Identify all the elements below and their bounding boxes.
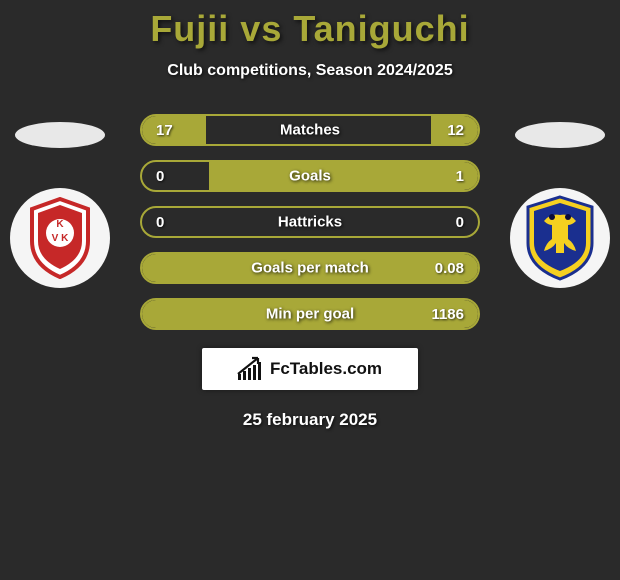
stat-label: Matches [280, 122, 340, 139]
right-club-badge: STV [510, 188, 610, 288]
left-player-cell: K V K [0, 114, 120, 288]
stat-value-right: 0 [424, 214, 464, 231]
date-text: 25 february 2025 [0, 410, 620, 430]
stat-value-right: 1 [424, 168, 464, 185]
subtitle: Club competitions, Season 2024/2025 [0, 62, 620, 80]
stats-column: 17 Matches 12 0 Goals 1 0 Hattricks 0 [140, 114, 480, 330]
stat-row-hattricks: 0 Hattricks 0 [140, 206, 480, 238]
left-country-ellipse [15, 122, 105, 148]
right-club-crest-icon: STV [522, 195, 598, 281]
page-title: Fujii vs Taniguchi [0, 8, 620, 50]
stat-value-right: 1186 [424, 306, 464, 323]
brand-badge: FcTables.com [202, 348, 418, 390]
svg-text:V K: V K [52, 233, 69, 244]
stat-label: Goals [289, 168, 331, 185]
right-player-cell: STV [500, 114, 620, 288]
stat-label: Goals per match [251, 260, 369, 277]
stat-row-matches: 17 Matches 12 [140, 114, 480, 146]
stat-value-left: 17 [156, 122, 196, 139]
left-club-crest-icon: K V K [26, 197, 94, 279]
stat-label: Min per goal [266, 306, 354, 323]
stat-row-goals-per-match: Goals per match 0.08 [140, 252, 480, 284]
stat-label: Hattricks [278, 214, 342, 231]
brand-chart-icon [238, 358, 264, 380]
stat-value-left: 0 [156, 168, 196, 185]
stat-row-goals: 0 Goals 1 [140, 160, 480, 192]
stat-value-right: 12 [424, 122, 464, 139]
infographic-container: Fujii vs Taniguchi Club competitions, Se… [0, 0, 620, 430]
svg-text:STV: STV [554, 206, 566, 212]
content-row: K V K 17 Matches 12 0 Goals 1 [0, 114, 620, 330]
stat-value-right: 0.08 [424, 260, 464, 277]
brand-text: FcTables.com [270, 359, 382, 379]
stat-row-min-per-goal: Min per goal 1186 [140, 298, 480, 330]
stat-value-left: 0 [156, 214, 196, 231]
left-club-badge: K V K [10, 188, 110, 288]
svg-text:K: K [56, 219, 64, 230]
right-country-ellipse [515, 122, 605, 148]
